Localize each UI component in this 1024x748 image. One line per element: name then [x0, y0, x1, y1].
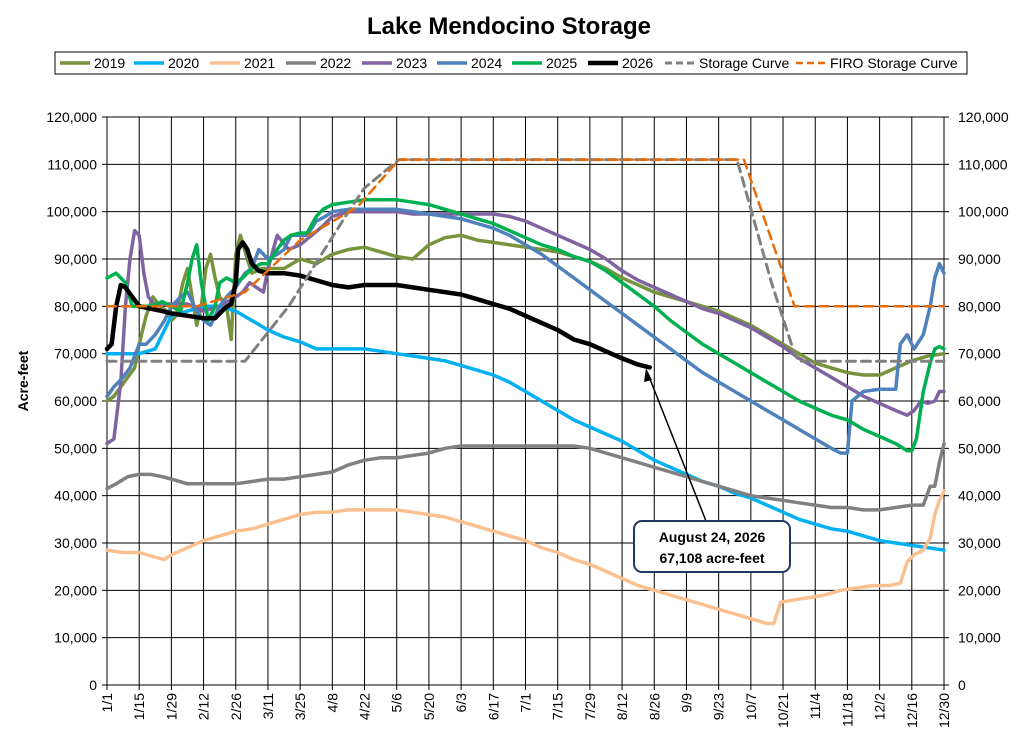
legend-label: 2025: [546, 55, 577, 71]
y-tick-label-left: 70,000: [54, 346, 97, 362]
y-tick-label-right: 40,000: [958, 488, 1001, 504]
x-tick-label: 4/8: [324, 693, 340, 713]
x-tick-label: 6/17: [485, 693, 501, 720]
x-tick-label: 1/29: [163, 693, 179, 720]
y-tick-label-right: 50,000: [958, 440, 1001, 456]
y-tick-label-right: 20,000: [958, 582, 1001, 598]
x-tick-label: 6/3: [453, 693, 469, 713]
x-tick-label: 10/7: [743, 693, 759, 720]
x-tick-label: 3/25: [292, 693, 308, 720]
annotation-arrowhead: [644, 368, 652, 382]
y-tick-label-right: 30,000: [958, 535, 1001, 551]
y-tick-label-left: 0: [89, 677, 97, 693]
y-tick-label-left: 20,000: [54, 582, 97, 598]
series-line-firo-storage-curve: [105, 158, 946, 308]
y-tick-label-left: 60,000: [54, 393, 97, 409]
x-tick-label: 2/12: [196, 693, 212, 720]
y-tick-label-left: 10,000: [54, 630, 97, 646]
x-tick-label: 2/26: [228, 693, 244, 720]
y-tick-label-right: 110,000: [958, 156, 1008, 172]
legend-label: Storage Curve: [699, 55, 789, 71]
y-tick-label-right: 80,000: [958, 298, 1001, 314]
x-tick-label: 12/30: [936, 693, 952, 728]
axes: 0 0 10,000 10,000 20,000 20,000 30,000 30,000 40…: [46, 109, 1008, 728]
y-tick-label-left: 50,000: [54, 440, 97, 456]
x-tick-label: 8/26: [646, 693, 662, 720]
grid: [106, 116, 945, 686]
legend-label: 2019: [94, 55, 125, 71]
annotation: August 24, 2026 67,108 acre-feet: [633, 368, 791, 573]
annotation-date: August 24, 2026: [659, 529, 766, 545]
y-axis-label: Acre-feet: [15, 350, 31, 411]
x-tick-label: 11/4: [807, 693, 823, 719]
series-line-2024: [105, 207, 946, 455]
y-tick-label-left: 90,000: [54, 251, 97, 267]
legend-label: 2020: [168, 55, 199, 71]
y-tick-label-right: 120,000: [958, 109, 1009, 125]
y-tick-label-right: 90,000: [958, 251, 1001, 267]
y-tick-label-left: 100,000: [46, 204, 97, 220]
annotation-box: [633, 520, 791, 573]
legend-box: [54, 51, 968, 75]
x-tick-label: 12/2: [872, 693, 888, 720]
x-tick-label: 5/20: [421, 693, 437, 720]
legend-label: 2026: [622, 55, 653, 71]
y-tick-label-right: 10,000: [958, 630, 1001, 646]
x-tick-label: 4/22: [357, 693, 373, 720]
x-tick-label: 7/29: [582, 693, 598, 720]
y-tick-label-left: 120,000: [46, 109, 97, 125]
series-lines: [104, 158, 946, 626]
chart-title: Lake Mendocino Storage: [367, 13, 651, 40]
annotation-arrow-line: [647, 373, 707, 522]
legend: 2019 2020 2021 2022 2023 2024 2025 2026 Storage …: [54, 51, 968, 75]
legend-label: FIRO Storage Curve: [830, 55, 958, 71]
y-tick-label-left: 110,000: [47, 156, 97, 172]
series-line-2026: [104, 240, 652, 370]
legend-label: 2024: [471, 55, 502, 71]
x-tick-label: 9/9: [678, 693, 694, 713]
x-tick-label: 11/18: [839, 693, 855, 727]
annotation-value: 67,108 acre-feet: [659, 550, 764, 566]
x-tick-label: 7/1: [518, 693, 534, 713]
x-tick-label: 3/11: [260, 693, 276, 719]
y-tick-label-right: 0: [958, 677, 966, 693]
y-tick-label-left: 40,000: [54, 488, 97, 504]
series-line-2021: [105, 489, 946, 626]
series-line-2019: [105, 233, 946, 403]
x-tick-label: 12/16: [904, 693, 920, 728]
y-tick-label-right: 70,000: [958, 346, 1001, 362]
x-tick-label: 5/6: [389, 693, 405, 713]
series-line-2022: [105, 441, 946, 512]
x-tick-label: 10/21: [775, 693, 791, 728]
legend-label: 2023: [396, 55, 427, 71]
y-tick-label-left: 80,000: [54, 298, 97, 314]
series-line-2025: [105, 198, 946, 453]
x-tick-label: 7/15: [550, 693, 566, 720]
x-tick-label: 1/15: [131, 693, 147, 720]
legend-label: 2021: [244, 55, 275, 71]
x-tick-label: 8/12: [614, 693, 630, 720]
y-tick-label-right: 60,000: [958, 393, 1001, 409]
series-line-2020: [105, 304, 946, 552]
legend-label: 2022: [320, 55, 351, 71]
y-tick-label-left: 30,000: [54, 535, 97, 551]
y-tick-label-right: 100,000: [958, 204, 1009, 220]
x-tick-label: 9/23: [711, 693, 727, 720]
x-tick-label: 1/1: [99, 693, 115, 713]
